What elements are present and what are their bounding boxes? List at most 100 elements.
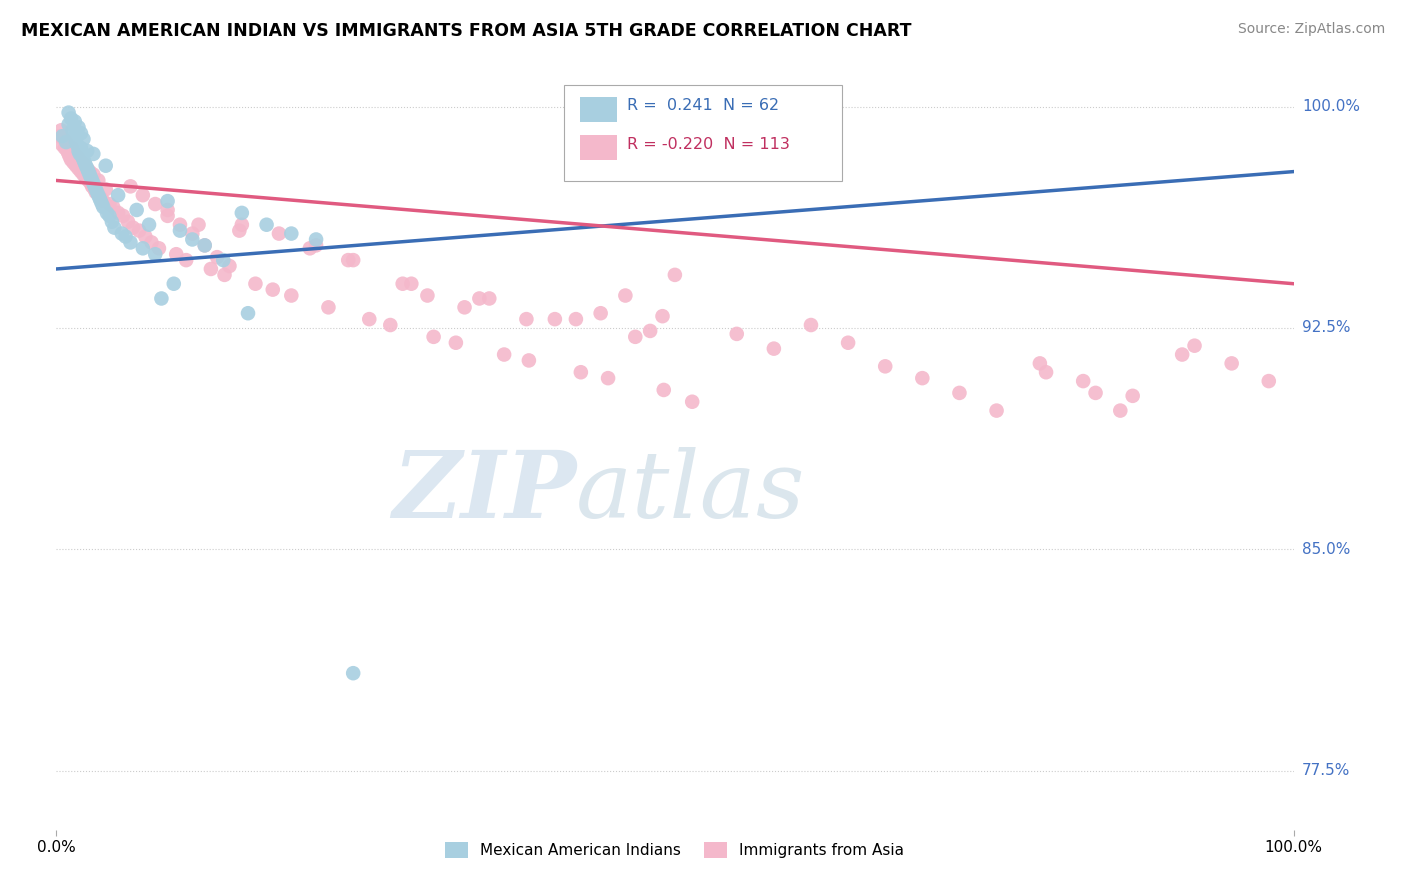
Point xyxy=(94,182,117,196)
Point xyxy=(60,112,83,126)
Point xyxy=(150,292,173,306)
Point xyxy=(725,326,748,341)
Point xyxy=(401,277,423,291)
Legend: Mexican American Indians, Immigrants from Asia: Mexican American Indians, Immigrants fro… xyxy=(439,836,911,864)
Point xyxy=(569,365,592,379)
Point xyxy=(84,186,107,200)
Point xyxy=(83,179,105,194)
Point xyxy=(143,247,166,261)
Text: R =  0.241  N = 62: R = 0.241 N = 62 xyxy=(627,98,779,113)
Point xyxy=(515,312,537,326)
Point xyxy=(84,182,107,196)
Point xyxy=(444,335,467,350)
Point xyxy=(52,132,75,146)
Point xyxy=(143,197,166,211)
Point xyxy=(62,155,84,169)
Point xyxy=(66,150,89,164)
Point xyxy=(380,318,402,332)
Point xyxy=(231,218,253,232)
Point xyxy=(76,144,98,158)
Point xyxy=(51,123,73,137)
Point xyxy=(948,385,970,400)
Point xyxy=(280,288,302,302)
Point xyxy=(51,138,73,153)
Point xyxy=(837,335,859,350)
Text: 92.5%: 92.5% xyxy=(1302,320,1350,335)
Point xyxy=(1171,347,1194,361)
Text: 77.5%: 77.5% xyxy=(1302,763,1350,778)
Point xyxy=(262,283,284,297)
Point xyxy=(134,229,156,244)
Point xyxy=(156,194,179,208)
Point xyxy=(681,394,703,409)
Point xyxy=(73,155,96,169)
Point xyxy=(82,179,104,194)
Point xyxy=(58,117,80,131)
Point xyxy=(72,168,94,182)
Point xyxy=(651,309,673,323)
Point xyxy=(128,224,150,238)
Point xyxy=(70,141,93,155)
Point xyxy=(63,129,86,144)
Point xyxy=(218,259,240,273)
Point xyxy=(91,200,114,214)
Point xyxy=(589,306,612,320)
Point xyxy=(1071,374,1094,388)
Point xyxy=(58,105,80,120)
Point xyxy=(55,135,77,149)
Point xyxy=(70,126,93,140)
Point xyxy=(494,347,516,361)
Point xyxy=(664,268,686,282)
Point xyxy=(318,301,340,315)
Point xyxy=(67,144,90,158)
Point xyxy=(165,247,187,261)
Point xyxy=(70,150,93,164)
Point xyxy=(337,253,360,268)
Point xyxy=(800,318,823,332)
Point xyxy=(1257,374,1279,388)
Point xyxy=(98,209,121,223)
Point xyxy=(101,215,124,229)
Point xyxy=(652,383,675,397)
Point xyxy=(117,215,139,229)
Point xyxy=(87,173,110,187)
Point xyxy=(120,235,142,250)
Point xyxy=(58,147,80,161)
Text: atlas: atlas xyxy=(576,447,806,537)
FancyBboxPatch shape xyxy=(564,86,842,181)
Point xyxy=(51,129,73,144)
Point xyxy=(1084,385,1107,400)
Point xyxy=(76,161,98,176)
Point xyxy=(55,135,77,149)
Point xyxy=(120,179,142,194)
Point xyxy=(911,371,934,385)
Point xyxy=(56,144,79,158)
Point xyxy=(94,159,117,173)
Point xyxy=(478,292,501,306)
Point xyxy=(103,220,125,235)
Point xyxy=(49,129,72,144)
Point xyxy=(280,227,302,241)
Point xyxy=(59,150,82,164)
Point xyxy=(90,191,112,205)
Point xyxy=(96,206,118,220)
FancyBboxPatch shape xyxy=(579,97,617,121)
Point xyxy=(67,120,90,135)
Point xyxy=(228,224,250,238)
Point xyxy=(169,224,191,238)
Point xyxy=(98,197,121,211)
Point xyxy=(75,170,97,185)
Point xyxy=(90,194,112,208)
Point xyxy=(65,159,87,173)
Point xyxy=(72,153,94,167)
Point xyxy=(89,191,111,205)
Point xyxy=(72,132,94,146)
Point xyxy=(66,138,89,153)
Point xyxy=(69,147,91,161)
Point xyxy=(91,194,114,208)
Point xyxy=(205,250,228,264)
Point xyxy=(125,202,148,217)
Point xyxy=(111,227,134,241)
Point xyxy=(70,164,93,178)
Point xyxy=(148,241,170,255)
